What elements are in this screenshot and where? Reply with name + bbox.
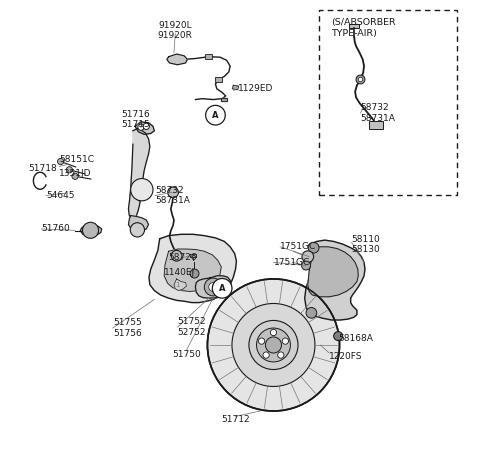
Polygon shape [164, 249, 221, 291]
Circle shape [256, 328, 290, 362]
Circle shape [258, 338, 264, 344]
Polygon shape [135, 180, 148, 201]
Bar [349, 24, 359, 28]
Bar [370, 120, 383, 128]
Text: 58110
58130: 58110 58130 [351, 235, 380, 254]
Circle shape [249, 321, 298, 370]
Text: 58151C: 58151C [59, 155, 94, 164]
Polygon shape [308, 247, 358, 297]
Text: A: A [219, 284, 226, 293]
Circle shape [190, 269, 199, 278]
Circle shape [306, 308, 317, 318]
Circle shape [278, 352, 284, 358]
Circle shape [205, 106, 225, 125]
Text: 51716
51715: 51716 51715 [122, 110, 151, 129]
Polygon shape [80, 225, 102, 236]
Text: 51760: 51760 [41, 224, 70, 233]
FancyBboxPatch shape [319, 10, 457, 195]
Circle shape [263, 352, 269, 358]
Polygon shape [305, 240, 365, 320]
Circle shape [302, 251, 313, 262]
Polygon shape [221, 98, 227, 101]
Circle shape [358, 77, 363, 82]
Text: 1751GC: 1751GC [280, 242, 316, 251]
Circle shape [66, 167, 72, 173]
Text: 51712: 51712 [221, 415, 250, 424]
Circle shape [130, 223, 144, 237]
Circle shape [334, 332, 343, 340]
Polygon shape [135, 122, 155, 134]
Circle shape [171, 251, 182, 261]
Circle shape [232, 304, 315, 387]
Text: 1220FS: 1220FS [329, 352, 363, 361]
Polygon shape [232, 85, 239, 90]
Circle shape [83, 222, 98, 238]
Circle shape [356, 75, 365, 84]
Circle shape [282, 338, 288, 344]
Text: 51752
52752: 51752 52752 [178, 317, 206, 337]
Circle shape [143, 123, 149, 129]
Text: 1751GC: 1751GC [274, 258, 310, 267]
Bar [205, 54, 212, 59]
Polygon shape [195, 276, 231, 298]
Text: 1129ED: 1129ED [238, 84, 273, 93]
Circle shape [72, 173, 78, 179]
Text: (S/ABSORBER
TYPE-AIR): (S/ABSORBER TYPE-AIR) [332, 18, 396, 38]
Circle shape [265, 337, 281, 353]
Circle shape [212, 278, 232, 298]
Text: 1: 1 [175, 282, 180, 288]
Circle shape [131, 179, 153, 201]
Circle shape [204, 278, 222, 296]
Text: 51755
51756: 51755 51756 [113, 318, 142, 338]
Circle shape [301, 261, 311, 270]
Text: 58732
58731A: 58732 58731A [155, 186, 190, 205]
Polygon shape [149, 234, 237, 303]
Circle shape [58, 158, 64, 165]
Text: 58168A: 58168A [338, 334, 373, 343]
Circle shape [270, 330, 276, 335]
Polygon shape [129, 128, 150, 222]
Text: 58732
58731A: 58732 58731A [360, 103, 396, 123]
Text: 1140EJ: 1140EJ [164, 268, 195, 277]
Polygon shape [167, 54, 187, 65]
Circle shape [138, 124, 144, 130]
Text: 54645: 54645 [46, 191, 74, 200]
Text: 51750: 51750 [172, 350, 201, 359]
Polygon shape [174, 279, 186, 291]
Circle shape [308, 242, 319, 253]
Text: 51718: 51718 [28, 164, 57, 173]
Bar [215, 77, 222, 82]
Circle shape [209, 282, 218, 291]
Circle shape [168, 187, 179, 198]
Text: 58726: 58726 [168, 254, 197, 263]
Text: 91920L
91920R: 91920L 91920R [158, 21, 193, 40]
Polygon shape [129, 216, 148, 231]
Polygon shape [190, 254, 196, 257]
Text: A: A [212, 110, 219, 120]
Text: 1351JD: 1351JD [59, 169, 92, 178]
